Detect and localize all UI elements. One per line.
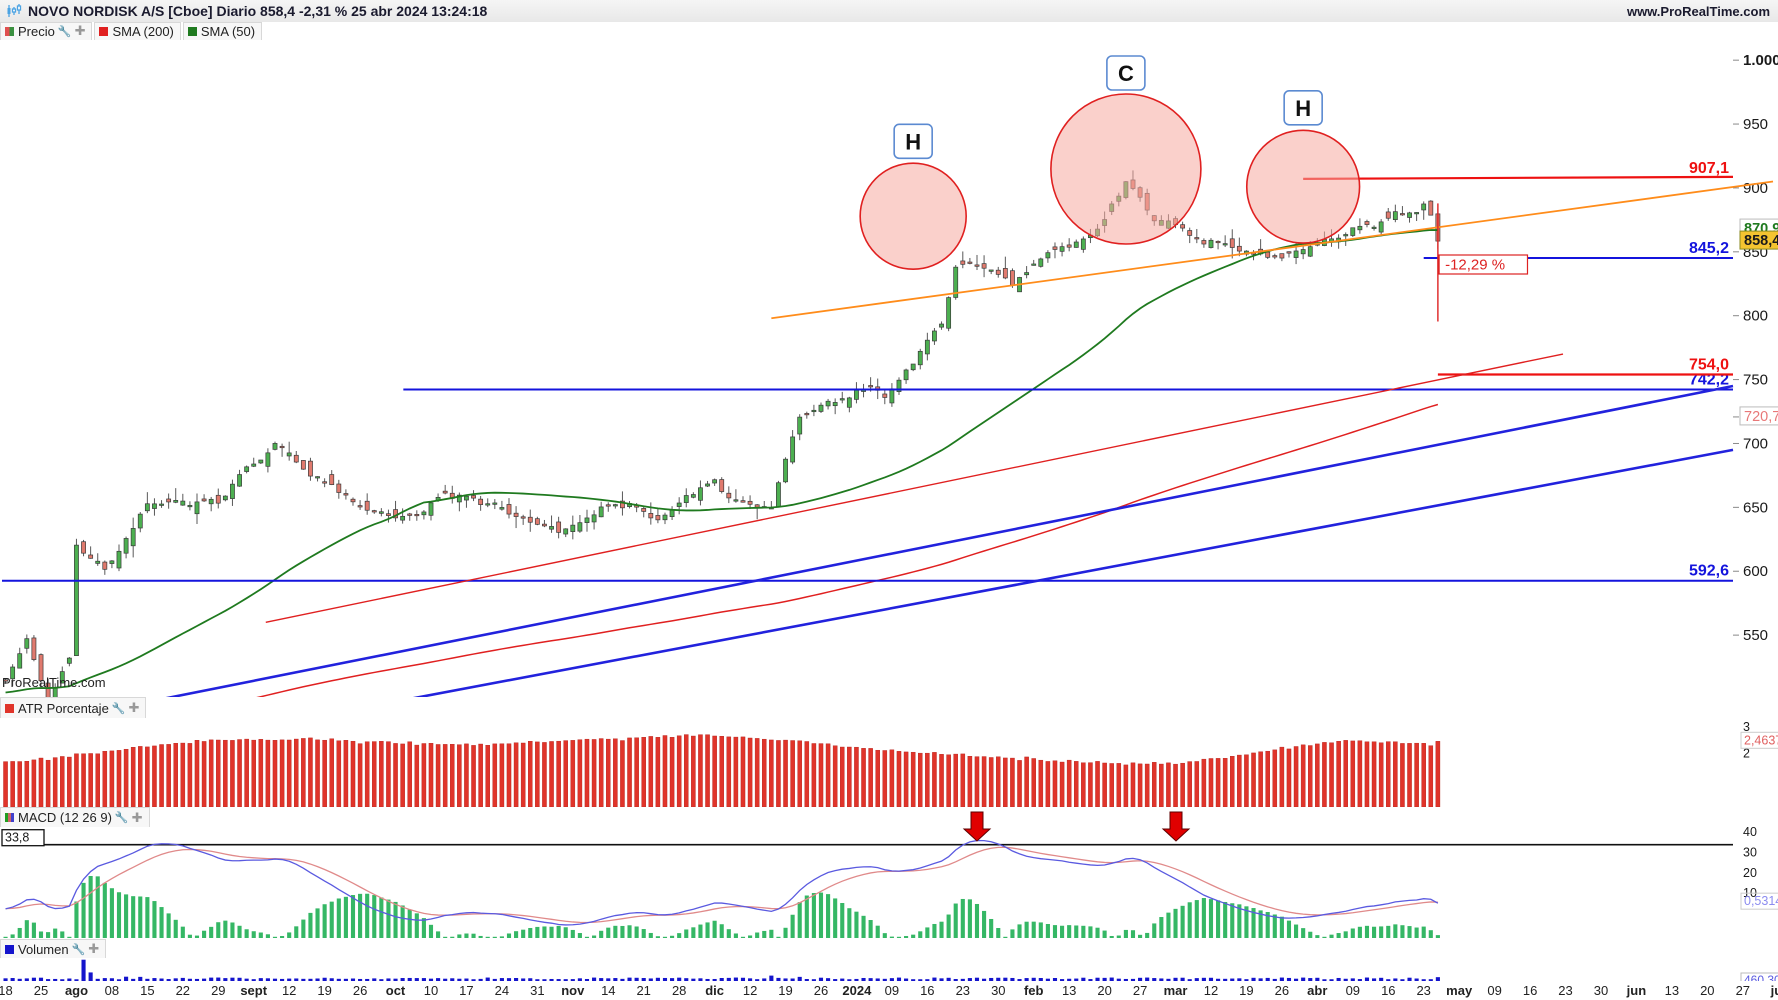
svg-text:650: 650 bbox=[1743, 499, 1768, 516]
svg-text:33,8: 33,8 bbox=[5, 831, 29, 845]
svg-text:H: H bbox=[1295, 96, 1311, 121]
svg-text:C: C bbox=[1118, 61, 1134, 86]
svg-text:H: H bbox=[905, 129, 921, 154]
svg-text:845,2: 845,2 bbox=[1689, 240, 1729, 257]
svg-text:720,77: 720,77 bbox=[1744, 409, 1778, 425]
svg-text:40: 40 bbox=[1743, 827, 1757, 839]
svg-text:2,4637: 2,4637 bbox=[1744, 733, 1778, 747]
svg-text:-12,29 %: -12,29 % bbox=[1445, 257, 1505, 274]
svg-text:750: 750 bbox=[1743, 372, 1768, 389]
svg-text:858,4: 858,4 bbox=[1744, 233, 1778, 249]
svg-text:700: 700 bbox=[1743, 435, 1768, 452]
svg-text:20: 20 bbox=[1743, 866, 1757, 880]
svg-text:950: 950 bbox=[1743, 116, 1768, 133]
svg-text:754,0: 754,0 bbox=[1689, 356, 1729, 373]
svg-text:0,5314: 0,5314 bbox=[1744, 894, 1778, 908]
svg-text:1.000: 1.000 bbox=[1743, 52, 1778, 69]
svg-text:800: 800 bbox=[1743, 308, 1768, 325]
svg-text:30: 30 bbox=[1743, 845, 1757, 859]
svg-text:907,1: 907,1 bbox=[1689, 160, 1729, 177]
svg-text:460.309: 460.309 bbox=[1744, 973, 1778, 981]
svg-text:550: 550 bbox=[1743, 627, 1768, 644]
svg-text:592,6: 592,6 bbox=[1689, 563, 1729, 580]
svg-text:600: 600 bbox=[1743, 563, 1768, 580]
